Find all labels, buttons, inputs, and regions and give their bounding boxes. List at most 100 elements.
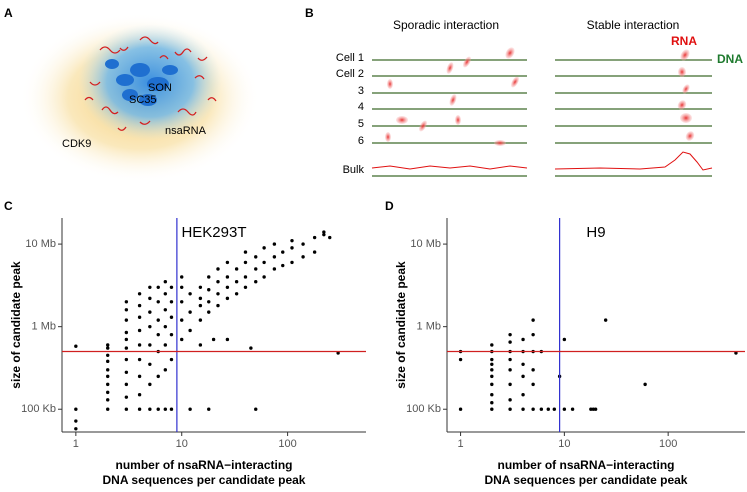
x-tick-label: 100	[659, 438, 677, 450]
point	[262, 260, 266, 265]
point	[531, 368, 535, 372]
point	[262, 246, 266, 250]
y-tick-label: 100 Kb	[21, 403, 56, 415]
point	[262, 275, 266, 279]
point	[106, 374, 110, 379]
point	[163, 343, 168, 347]
point	[301, 242, 305, 246]
point	[188, 310, 192, 314]
x-tick-label: 10	[176, 438, 188, 450]
point	[521, 337, 525, 342]
point	[249, 346, 253, 350]
point	[490, 343, 494, 347]
point	[552, 407, 557, 411]
point	[137, 407, 142, 411]
chart-title: HEK293T	[181, 224, 246, 241]
point	[163, 308, 168, 312]
point	[148, 362, 152, 367]
label: nsaRNA	[165, 125, 207, 137]
point	[169, 285, 174, 289]
point	[156, 374, 160, 379]
point	[254, 280, 258, 284]
point	[124, 318, 129, 322]
point	[521, 362, 525, 367]
y-axis-label: size of candidate peak	[9, 261, 23, 389]
point	[322, 232, 326, 237]
x-tick-label: 100	[278, 438, 296, 450]
bulk-signal	[371, 151, 713, 171]
point	[148, 324, 152, 329]
point	[521, 407, 525, 411]
point	[328, 235, 332, 240]
point	[156, 332, 160, 337]
point	[180, 285, 184, 289]
point	[169, 332, 174, 337]
point	[521, 374, 525, 379]
point	[148, 310, 152, 314]
charts: C 100 Kb 1 Mb 10 Mb 1 10 100 HEK293T number of n…	[4, 199, 745, 487]
point	[539, 407, 544, 411]
point	[137, 315, 142, 319]
point	[243, 275, 248, 279]
point	[490, 407, 494, 411]
point	[603, 318, 608, 322]
point	[234, 267, 239, 271]
point	[74, 344, 78, 348]
point	[290, 238, 294, 243]
x-axis-label: DNA sequences per candidate peak	[485, 473, 688, 487]
point	[508, 398, 512, 402]
point	[180, 318, 184, 322]
y-tick-label: 10 Mb	[410, 238, 441, 250]
row-label: Cell 1	[336, 52, 364, 64]
point	[207, 300, 211, 304]
point	[216, 280, 220, 284]
point	[234, 292, 239, 296]
point	[643, 382, 647, 387]
point	[490, 368, 494, 372]
point	[562, 407, 567, 411]
point	[531, 407, 535, 411]
point	[225, 260, 230, 265]
point	[490, 357, 494, 362]
point	[163, 407, 168, 411]
point	[508, 368, 512, 372]
point	[272, 255, 277, 259]
point	[106, 359, 110, 364]
point	[169, 300, 174, 304]
rna-label: RNA	[671, 34, 697, 48]
point	[106, 368, 110, 372]
point	[508, 407, 512, 411]
row-label: 5	[358, 118, 364, 130]
point	[124, 308, 129, 312]
point	[272, 267, 277, 271]
point	[508, 357, 512, 362]
point	[216, 303, 220, 308]
x-tick-label: 1	[73, 438, 79, 450]
point	[531, 382, 535, 387]
point	[180, 275, 184, 279]
x-tick-label: 1	[458, 438, 464, 450]
point	[169, 315, 174, 319]
point	[458, 357, 463, 362]
label: SC35	[129, 94, 157, 106]
x-tick-label: 10	[558, 438, 570, 450]
point	[198, 343, 203, 347]
point	[458, 407, 463, 411]
y-tick-label: 1 Mb	[32, 321, 56, 333]
row-label: 3	[358, 85, 364, 97]
point	[211, 337, 216, 342]
point	[188, 328, 192, 333]
point	[490, 382, 494, 387]
point	[225, 296, 230, 301]
point	[207, 288, 211, 292]
point	[254, 407, 258, 411]
x-axis-label: number of nsaRNA−interacting	[497, 458, 674, 472]
point	[225, 337, 230, 342]
point	[198, 285, 203, 289]
point	[508, 340, 512, 344]
point	[137, 392, 142, 397]
panel-letter: A	[4, 6, 13, 20]
point	[570, 407, 575, 411]
point	[254, 255, 258, 259]
